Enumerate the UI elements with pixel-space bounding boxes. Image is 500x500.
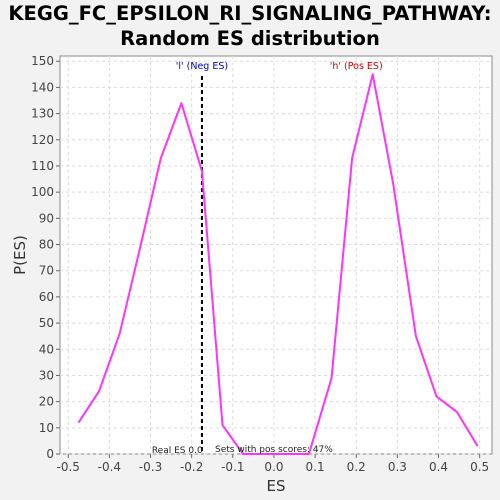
annotation-label: Sets with pos scores: 47% xyxy=(215,445,333,455)
y-axis-ticks: 0 10 20 30 40 50 60 70 80 90 100 110 120 130 140 150 xyxy=(31,54,60,461)
y-tick-label: 60 xyxy=(39,290,54,304)
x-tick-label: 0.2 xyxy=(347,460,366,474)
x-tick-label: -0.5 xyxy=(57,460,80,474)
y-tick-label: 70 xyxy=(39,264,54,278)
x-tick-label: -0.4 xyxy=(98,460,121,474)
y-tick-label: 80 xyxy=(39,238,54,252)
y-tick-label: 110 xyxy=(31,159,54,173)
es-distribution-line xyxy=(77,73,479,455)
annotations: 'l' (Neg ES) 'h' (Pos ES) Real ES 0.0 Sets … xyxy=(152,61,383,456)
x-tick-label: 0.4 xyxy=(429,460,448,474)
annotation-label: 'h' (Pos ES) xyxy=(330,61,383,72)
x-tick-label: 0.3 xyxy=(388,460,407,474)
chart-title-line-1: KEGG_FC_EPSILON_RI_SIGNALING_PATHWAY: xyxy=(8,2,492,25)
y-tick-label: 120 xyxy=(31,133,54,147)
y-tick-label: 150 xyxy=(31,54,54,68)
x-tick-label: 0.5 xyxy=(470,460,489,474)
plot-area xyxy=(59,55,493,455)
x-tick-label: 0.0 xyxy=(264,460,283,474)
y-tick-label: 40 xyxy=(39,342,54,356)
chart-title-line-2: Random ES distribution xyxy=(120,27,380,50)
y-tick-label: 100 xyxy=(31,185,54,199)
series-layer xyxy=(77,73,479,455)
y-tick-label: 50 xyxy=(39,316,54,330)
y-tick-label: 0 xyxy=(46,447,54,461)
x-tick-label: -0.2 xyxy=(180,460,203,474)
x-axis-ticks: -0.5 -0.4 -0.3 -0.2 -0.1 0.0 0.1 0.2 0.3 0.4 0.5 xyxy=(57,454,489,474)
y-axis-label: P(ES) xyxy=(11,235,29,275)
y-tick-label: 140 xyxy=(31,80,54,94)
y-tick-label: 30 xyxy=(39,368,54,382)
x-axis-label: ES xyxy=(267,477,286,495)
x-tick-label: 0.1 xyxy=(306,460,325,474)
x-tick-label: -0.1 xyxy=(221,460,244,474)
y-tick-label: 130 xyxy=(31,107,54,121)
y-tick-label: 10 xyxy=(39,421,54,435)
annotation-label: 'l' (Neg ES) xyxy=(176,61,228,72)
grid-lines xyxy=(60,56,492,455)
y-tick-label: 90 xyxy=(39,211,54,225)
annotation-label: Real ES 0.0 xyxy=(152,446,203,456)
y-tick-label: 20 xyxy=(39,395,54,409)
x-tick-label: -0.3 xyxy=(139,460,162,474)
